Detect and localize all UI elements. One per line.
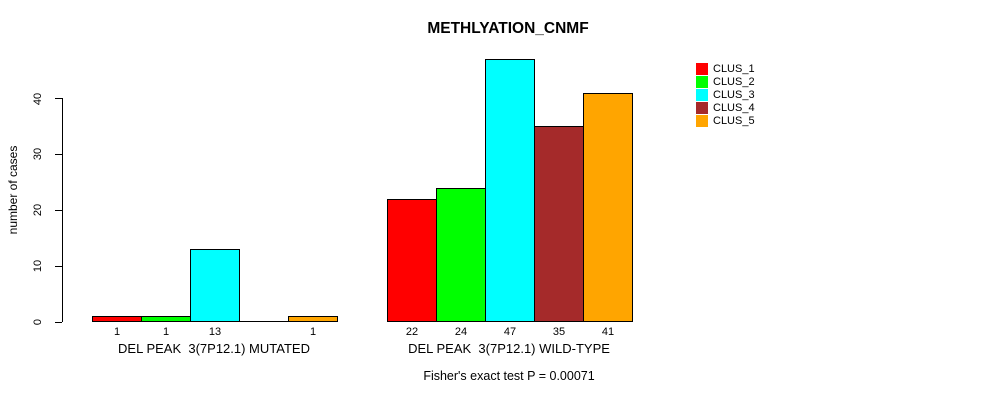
bar-clus_3-mutated [190, 249, 240, 322]
legend-item-clus_4: CLUS_4 [696, 101, 755, 114]
y-axis-line [62, 98, 63, 322]
bar-count-label: 41 [601, 326, 615, 338]
bar-clus_4-wild-type [534, 126, 584, 322]
y-tick-label: 20 [32, 204, 44, 217]
y-tick-mark [55, 209, 62, 211]
legend-item-clus_5: CLUS_5 [696, 114, 755, 127]
bar-clus_2-mutated [141, 316, 191, 322]
bar-clus_1-wild-type [387, 199, 437, 322]
y-tick-label: 10 [32, 260, 44, 273]
bar-clus_5-wild-type [583, 92, 633, 322]
legend-label: CLUS_5 [713, 114, 755, 127]
y-tick-label: 0 [32, 318, 44, 326]
y-tick-label: 30 [32, 148, 44, 161]
fisher-test-footnote: Fisher's exact test P = 0.00071 [423, 369, 595, 383]
y-tick-mark [55, 265, 62, 267]
legend-color-swatch-icon [696, 101, 708, 114]
y-tick-mark [55, 321, 62, 323]
bar-count-label: 47 [503, 326, 517, 338]
y-tick-label: 40 [32, 92, 44, 105]
bar-count-label: 35 [552, 326, 566, 338]
bar-count-label: 1 [162, 326, 170, 338]
legend-label: CLUS_4 [713, 101, 755, 114]
bar-clus_5-mutated [288, 316, 338, 322]
bar-count-label: 24 [454, 326, 468, 338]
bar-clus_2-wild-type [436, 187, 486, 322]
chart-title: METHLYATION_CNMF [427, 20, 589, 37]
x-group-label-wild-type: DEL PEAK 3(7P12.1) WILD-TYPE [408, 341, 610, 356]
y-tick-mark [55, 153, 62, 155]
legend-color-swatch-icon [696, 76, 708, 89]
legend-label: CLUS_3 [713, 88, 755, 101]
y-axis-label: number of cases [6, 145, 20, 235]
y-tick-mark [55, 98, 62, 99]
legend-item-clus_2: CLUS_2 [696, 76, 755, 89]
x-group-label-mutated: DEL PEAK 3(7P12.1) MUTATED [118, 341, 310, 356]
bar-count-label: 1 [113, 326, 121, 338]
legend-color-swatch-icon [696, 63, 708, 76]
legend-label: CLUS_1 [713, 63, 755, 76]
bar-count-label: 1 [309, 326, 317, 338]
legend-color-swatch-icon [696, 114, 708, 127]
legend: CLUS_1 CLUS_2 CLUS_3 CLUS_4 CLUS_5 [696, 63, 755, 127]
bar-clus_4-mutated [239, 321, 289, 322]
legend-item-clus_1: CLUS_1 [696, 63, 755, 76]
legend-color-swatch-icon [696, 88, 708, 101]
bar-count-label: 22 [405, 326, 419, 338]
bar-clus_3-wild-type [485, 59, 535, 322]
legend-label: CLUS_2 [713, 76, 755, 89]
bar-count-label: 13 [208, 326, 222, 338]
bar-clus_1-mutated [92, 316, 142, 322]
legend-item-clus_3: CLUS_3 [696, 88, 755, 102]
